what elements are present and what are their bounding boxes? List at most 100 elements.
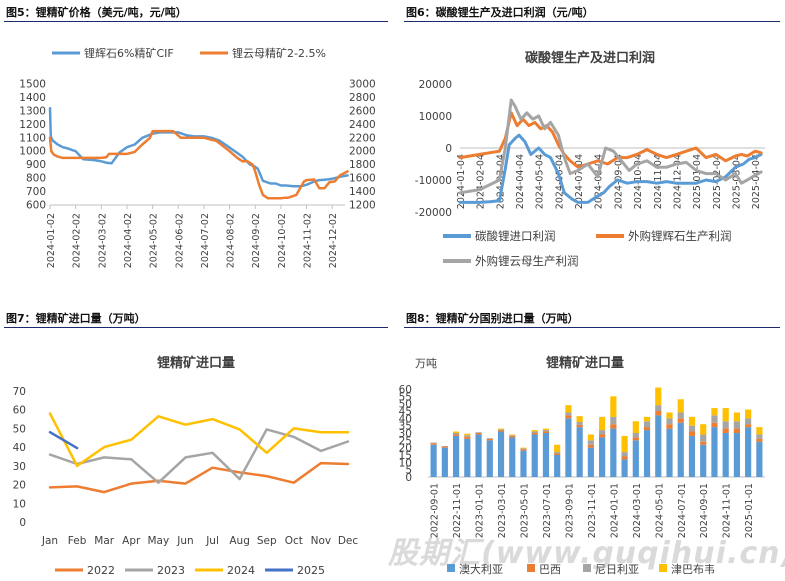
fig8-bar-segment-0 [486, 440, 493, 477]
fig7-series-line-1 [48, 428, 350, 484]
fig5-right-tick: 1800 [349, 159, 376, 171]
fig5-right-tick: 2600 [349, 105, 376, 117]
fig8-bar-segment-1 [509, 435, 516, 438]
fig8-bar-segment-2 [733, 421, 741, 429]
fig7-x-tick-label: Apr [122, 535, 141, 547]
fig8-bar-segment-2 [688, 425, 696, 432]
fig8-legend-swatch [527, 564, 535, 572]
fig8-legend-label: 澳大利亚 [459, 562, 503, 576]
fig8-bar-segment-2 [711, 415, 718, 423]
fig6-x-tick-label: 2024-02-04 [476, 154, 487, 209]
fig8-bar-segment-2 [722, 421, 729, 429]
fig5-x-tick-label: 2024-05-02 [149, 213, 160, 268]
fig8-y-tick: 25 [399, 435, 412, 447]
fig8-bar-segment-0 [688, 435, 696, 477]
fig8-legend-label: 巴西 [539, 563, 561, 576]
fig5-left-tick: 700 [26, 186, 46, 198]
fig8-y-tick: 35 [399, 421, 412, 433]
fig5-right-tick: 1200 [349, 200, 376, 212]
fig5-left-tick: 1400 [19, 92, 46, 104]
fig8-bar-segment-1 [486, 438, 493, 441]
fig5-left-tick: 1300 [19, 105, 46, 117]
fig6-y-tick: 10000 [419, 111, 452, 123]
fig6-y-tick: 0 [445, 143, 452, 155]
fig8-bar-segment-0 [733, 433, 741, 477]
fig7-legend-label: 2025 [297, 564, 325, 577]
fig5-left-tick: 900 [26, 159, 46, 171]
fig8-bar-segment-0 [509, 437, 516, 477]
fig8-x-tick-label: 2023-01-01 [475, 483, 486, 538]
fig8-bar-segment-2 [509, 435, 516, 436]
fig7-y-tick: 50 [13, 423, 26, 435]
fig7-y-tick: 70 [13, 386, 26, 398]
fig5-right-tick: 2000 [349, 146, 376, 158]
fig8-bar-segment-0 [700, 444, 707, 477]
fig6-y-tick: -20000 [415, 207, 452, 219]
fig8-bar-segment-2 [756, 434, 763, 439]
fig8-bar-segment-2 [430, 442, 437, 444]
fig5-left-tick: 800 [26, 173, 46, 185]
fig7-series-line-3 [48, 430, 79, 450]
fig8-bar-segment-2 [497, 429, 505, 431]
fig8-bar-segment-0 [452, 435, 460, 477]
fig7-legend-label: 2022 [87, 564, 115, 577]
fig8-bar-segment-0 [531, 434, 538, 477]
fig8-bar-segment-1 [610, 424, 617, 429]
fig6-series-line-2 [458, 98, 763, 195]
fig5-x-tick-label: 2024-07-02 [200, 213, 211, 268]
fig5-x-tick-label: 2024-03-02 [97, 213, 108, 268]
fig8-bar-segment-0 [711, 427, 718, 477]
fig8-bar-segment-1 [576, 424, 583, 428]
fig5-left-tick: 600 [26, 200, 46, 212]
fig8-y-tick: 10 [399, 457, 412, 469]
fig8-bar-segment-3 [643, 416, 651, 422]
fig8-y-tick: 50 [399, 399, 412, 411]
fig8-bar-segment-2 [531, 431, 538, 433]
fig8-y-tick: 40 [399, 413, 412, 425]
fig8-bar-segment-1 [497, 430, 505, 432]
fig6-legend-label: 碳酸锂进口利润 [475, 229, 556, 243]
fig8-bar-segment-3 [677, 399, 684, 413]
fig8-bar-segment-3 [621, 435, 628, 453]
fig8-y-tick: 45 [399, 406, 412, 418]
fig7-x-tick-label: Oct [285, 535, 303, 547]
fig8-bar-segment-0 [666, 428, 673, 477]
fig7-x-tick-label: Nov [311, 535, 332, 547]
fig8-bar-segment-0 [576, 427, 583, 477]
fig6-series-line-0 [458, 133, 763, 204]
fig8-bar-segment-3 [711, 408, 718, 416]
fig8-legend-swatch [583, 564, 591, 572]
fig8-bar-segment-2 [666, 418, 673, 425]
fig8-bar-segment-0 [677, 422, 684, 477]
fig6-x-tick-label: 2025-04-04 [751, 154, 762, 209]
fig7-x-tick-label: May [148, 535, 170, 547]
fig8-y-tick: 55 [399, 391, 412, 403]
fig8-bar-segment-0 [520, 450, 527, 477]
fig6-legend-label: 外购锂云母生产利润 [475, 254, 579, 268]
fig5-x-tick-label: 2024-10-02 [277, 213, 288, 268]
fig8-bar-segment-1 [643, 427, 651, 431]
fig7-y-tick: 60 [13, 405, 26, 417]
fig8-y-tick: 30 [399, 428, 412, 440]
fig8-bar-segment-3 [700, 424, 707, 435]
fig5-left-tick: 1100 [19, 132, 46, 144]
fig5-left-tick: 1000 [19, 146, 46, 158]
fig8-bar-segment-1 [464, 436, 471, 439]
fig8-bar-segment-2 [486, 438, 493, 439]
fig8-bar-segment-2 [610, 416, 617, 425]
fig7-y-tick: 30 [13, 461, 26, 473]
fig7-legend-label: 2023 [157, 564, 185, 577]
fig8-x-tick-label: 2023-11-01 [587, 483, 598, 538]
fig7-caption: 图7：锂精矿进口量（万吨） [6, 312, 146, 325]
watermark: 股期汇(www.guqihui.cn) [388, 536, 785, 571]
fig7-x-tick-label: Jun [176, 535, 193, 547]
fig8-bar-segment-2 [632, 433, 639, 438]
fig8-bar-segment-0 [599, 437, 606, 477]
fig8-x-tick-label: 2024-11-01 [722, 483, 733, 538]
fig5-left-tick: 1500 [19, 79, 46, 91]
fig8-bar-segment-0 [475, 434, 482, 477]
fig8-bar-segment-1 [452, 434, 460, 436]
fig5-series-line-0 [48, 106, 349, 188]
fig8-bar-segment-1 [711, 422, 718, 428]
